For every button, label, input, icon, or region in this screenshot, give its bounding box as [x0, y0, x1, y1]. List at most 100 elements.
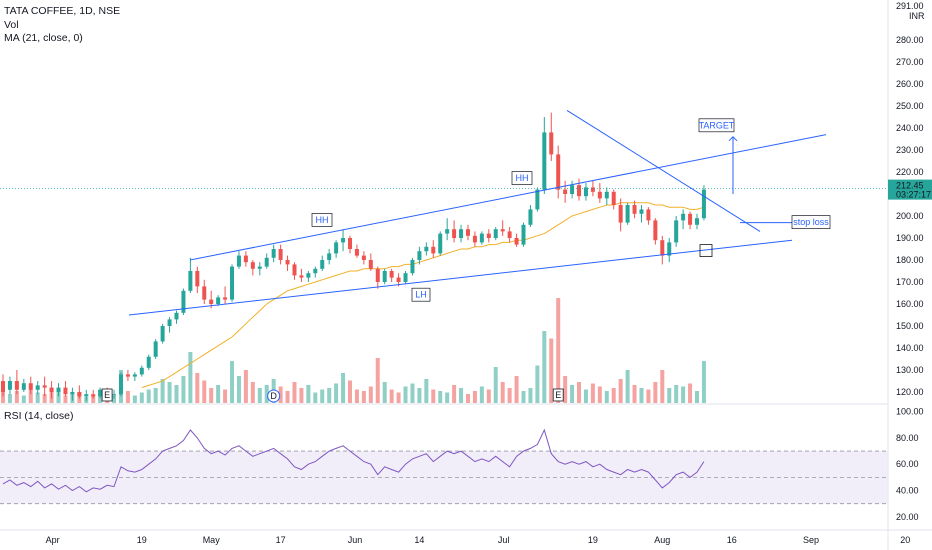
- price-top-label: 291.00: [896, 1, 924, 11]
- time-tick-label: Apr: [46, 535, 60, 545]
- rsi-tick-label: 100.00: [896, 407, 924, 417]
- volume-bar: [250, 382, 255, 403]
- volume-bar: [688, 383, 693, 403]
- candle-body: [188, 271, 193, 291]
- volume-bar: [195, 373, 200, 403]
- candle-body: [306, 273, 311, 278]
- volume-bar: [230, 361, 235, 403]
- candle-body: [28, 383, 33, 390]
- annotation-box: [511, 171, 533, 185]
- volume-bar: [63, 395, 68, 403]
- candle-body: [674, 220, 679, 243]
- candle-body: [583, 187, 588, 197]
- candle-body: [465, 229, 470, 236]
- rsi-tick-label: 60.00: [896, 459, 919, 469]
- candle-body: [230, 266, 235, 300]
- volume-bar: [653, 382, 658, 403]
- earnings-marker: [552, 388, 564, 402]
- candle-body: [500, 229, 505, 232]
- candle-body: [382, 271, 387, 282]
- upper-channel-line: [189, 134, 827, 261]
- volume-bar: [660, 370, 665, 403]
- candle-body: [195, 271, 200, 287]
- candle-body: [563, 189, 568, 194]
- candle-body: [84, 394, 89, 397]
- volume-bar: [139, 392, 144, 403]
- volume-bar: [611, 388, 616, 403]
- candle-body: [56, 387, 61, 392]
- volume-bar: [500, 382, 505, 403]
- volume-bar: [112, 395, 117, 403]
- volume-bar: [257, 388, 262, 403]
- candle-body: [570, 185, 575, 194]
- volume-bar: [341, 373, 346, 403]
- candle-body: [361, 255, 366, 260]
- candle-body: [542, 132, 547, 190]
- volume-bar: [21, 395, 26, 403]
- candle-body: [701, 189, 706, 219]
- ma-legend[interactable]: MA (21, close, 0): [4, 32, 83, 44]
- candle-body: [348, 238, 352, 249]
- candle-body: [327, 253, 332, 260]
- volume-bar: [167, 382, 172, 403]
- candle-body: [389, 271, 394, 278]
- volume-bar: [223, 389, 228, 403]
- time-tick-label: 19: [137, 535, 147, 545]
- time-tick-label: Jul: [498, 535, 510, 545]
- volume-bar: [570, 385, 575, 403]
- time-tick-label: 19: [588, 535, 598, 545]
- volume-bar: [188, 352, 193, 403]
- volume-bar: [674, 385, 679, 403]
- volume-legend[interactable]: Vol: [4, 18, 19, 31]
- candle-body: [14, 381, 19, 390]
- volume-bar: [35, 392, 40, 403]
- volume-bar: [625, 370, 630, 403]
- candle-body: [417, 251, 422, 260]
- volume-bar: [459, 388, 464, 403]
- volume-bar: [667, 388, 672, 403]
- volume-bar: [361, 391, 366, 403]
- annotation-label: stop loss: [793, 217, 829, 227]
- candle-body: [278, 249, 283, 260]
- volume-bar: [701, 361, 706, 403]
- candle-body: [313, 268, 318, 274]
- price-tick-label: 230.00: [896, 145, 924, 155]
- annotation-box: [791, 215, 831, 229]
- annotation-label: LH: [415, 290, 427, 300]
- event-label: E: [104, 390, 110, 400]
- candle-body: [320, 260, 325, 269]
- time-tick-label: 16: [727, 535, 737, 545]
- volume-bar: [639, 388, 644, 403]
- volume-bar: [382, 382, 387, 403]
- volume-bar: [209, 388, 214, 403]
- volume-bar: [334, 383, 339, 403]
- rsi-legend[interactable]: RSI (14, close): [4, 410, 74, 422]
- candle-body: [375, 268, 380, 282]
- volume-bar: [320, 389, 325, 403]
- volume-bar: [7, 394, 12, 403]
- price-tick-label: 220.00: [896, 167, 924, 177]
- volume-bar: [486, 389, 491, 403]
- volume-bar: [306, 385, 311, 403]
- symbol-title[interactable]: TATA COFFEE, 1D, NSE: [4, 5, 121, 17]
- volume-bar: [243, 370, 248, 403]
- price-tick-label: 260.00: [896, 79, 924, 89]
- volume-bar: [292, 382, 297, 403]
- candle-body: [153, 341, 158, 357]
- volume-bar: [327, 388, 332, 403]
- candle-body: [334, 242, 339, 254]
- candle-body: [632, 205, 637, 214]
- candle-body: [431, 246, 436, 254]
- candle-body: [528, 209, 533, 225]
- volume-bar: [146, 389, 151, 403]
- time-tick-label: Sep: [803, 535, 819, 545]
- candle-body: [271, 249, 276, 258]
- volume-bar: [577, 382, 582, 403]
- price-tick-label: 240.00: [896, 123, 924, 133]
- candle-body: [618, 205, 623, 223]
- candle-body: [35, 385, 40, 390]
- volume-bar: [368, 386, 373, 403]
- candle-body: [611, 191, 616, 205]
- chart-legend: TATA COFFEE, 1D, NSE Vol MA (21, close, …: [4, 5, 120, 46]
